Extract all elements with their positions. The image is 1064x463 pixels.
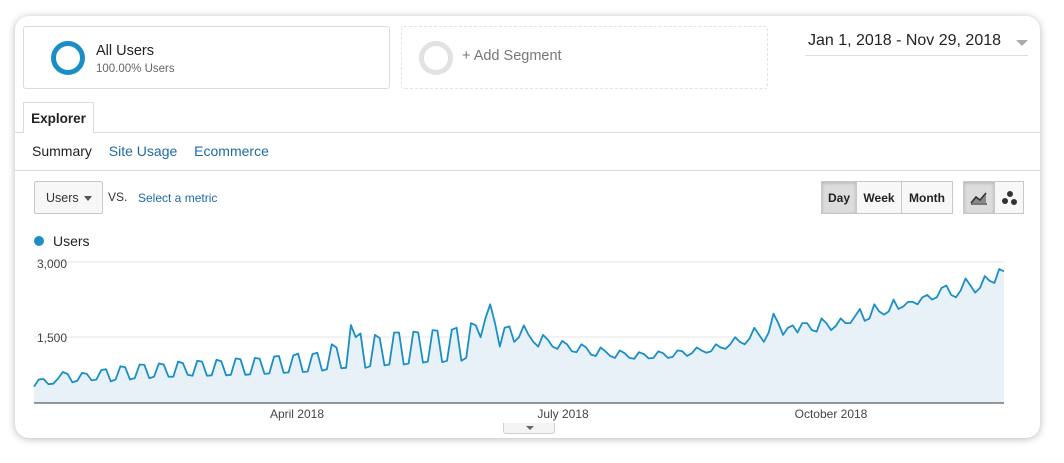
legend-series-label: Users: [53, 233, 90, 249]
chevron-down-icon: [526, 426, 534, 430]
vs-label: VS.: [108, 190, 128, 204]
date-range-label: Jan 1, 2018 - Nov 29, 2018: [808, 32, 1002, 49]
y-tick-label: 3,000: [37, 257, 67, 271]
motion-chart-icon[interactable]: [995, 181, 1024, 214]
series-line: [33, 268, 1005, 388]
segment-ring-icon: [51, 41, 85, 75]
tab-bar-divider: [15, 132, 1040, 133]
x-tick-label: July 2018: [537, 407, 589, 421]
x-tick-label: October 2018: [795, 407, 868, 421]
segment-title: All Users: [96, 43, 155, 59]
subnav-summary[interactable]: Summary: [32, 143, 92, 159]
chart-type-toggle: [963, 181, 1024, 214]
add-segment-label: + Add Segment: [462, 48, 562, 64]
metric-dropdown-label: Users: [46, 191, 79, 205]
y-tick-label: 1,500: [37, 331, 67, 345]
date-range-picker[interactable]: Jan 1, 2018 - Nov 29, 2018: [805, 31, 1028, 56]
empty-segment-ring-icon: [419, 41, 453, 75]
report-subnav: Summary Site Usage Ecommerce: [32, 143, 282, 159]
select-metric-link[interactable]: Select a metric: [138, 191, 218, 205]
chevron-down-icon: [1016, 40, 1028, 46]
line-chart-icon[interactable]: [963, 181, 995, 214]
series-area: [34, 269, 1004, 403]
segment-subtitle: 100.00% Users: [96, 63, 175, 75]
subnav-divider: [15, 170, 1040, 171]
month-button[interactable]: Month: [902, 181, 953, 214]
dropdown-caret-icon: [84, 196, 92, 201]
granularity-toggle: Day Week Month: [821, 181, 953, 214]
segment-all-users[interactable]: All Users 100.00% Users: [23, 26, 390, 89]
add-segment-button[interactable]: + Add Segment: [401, 26, 768, 89]
chart-expand-handle[interactable]: [503, 423, 555, 434]
subnav-ecommerce[interactable]: Ecommerce: [194, 143, 269, 159]
metric-dropdown[interactable]: Users: [34, 181, 103, 214]
analytics-panel: All Users 100.00% Users + Add Segment Ja…: [15, 16, 1040, 438]
week-button[interactable]: Week: [857, 181, 902, 214]
users-line-chart: 3,000 1,500 April 2018 July 2018 October…: [33, 257, 1005, 421]
subnav-site-usage[interactable]: Site Usage: [108, 143, 178, 159]
series-dot-icon: [34, 236, 44, 246]
chart-legend: Users: [34, 233, 90, 249]
tab-explorer[interactable]: Explorer: [23, 102, 94, 133]
x-tick-label: April 2018: [270, 407, 324, 421]
day-button[interactable]: Day: [821, 181, 857, 214]
